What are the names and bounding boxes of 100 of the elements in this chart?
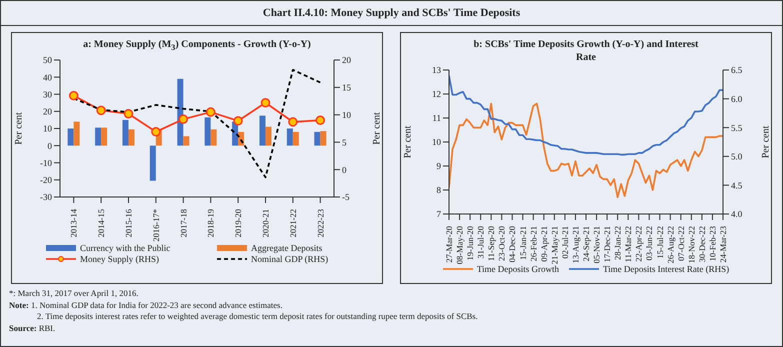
x-tick-label: 24-Mar-23 bbox=[718, 226, 728, 263]
y2-tick-label: 5.0 bbox=[731, 152, 743, 162]
x-tick-label: 07-Oct-22 bbox=[676, 226, 686, 261]
x-tick-label: 05-Nov-21 bbox=[592, 226, 602, 264]
point bbox=[206, 107, 216, 117]
x-tick-label: 10-Feb-23 bbox=[707, 226, 718, 262]
y-tick-label: 40 bbox=[43, 72, 52, 82]
x-tick-label: 2017-18 bbox=[178, 209, 188, 238]
line-series bbox=[449, 74, 723, 156]
x-tick-label: 18-Nov-22 bbox=[686, 226, 696, 264]
y2-tick-label: -5 bbox=[342, 192, 350, 202]
y-tick-label: 30 bbox=[43, 89, 52, 100]
point bbox=[151, 127, 161, 137]
point bbox=[260, 98, 270, 108]
point bbox=[316, 116, 326, 126]
y-tick-label: -20 bbox=[40, 175, 52, 186]
x-tick-label: 19-Jun-20 bbox=[465, 226, 476, 260]
y2-tick-label: 15 bbox=[342, 82, 352, 93]
legend-label: Aggregate Deposits bbox=[251, 243, 322, 253]
bar bbox=[68, 128, 74, 146]
line-series bbox=[449, 102, 723, 198]
bar bbox=[320, 131, 326, 146]
x-tick-label: 26-Aug-22 bbox=[665, 226, 676, 264]
x-tick-label: 2018-19 bbox=[206, 209, 216, 238]
y2-tick-label: 0 bbox=[342, 164, 347, 175]
bar bbox=[101, 128, 108, 146]
x-tick-label: 15-Jul-22 bbox=[654, 226, 665, 259]
y-tick-label: 0 bbox=[48, 140, 52, 151]
text: *: March 31, 2017 over April 1, 2016. bbox=[9, 288, 140, 300]
x-tick-label: 28-Jan-22 bbox=[612, 226, 623, 260]
bar bbox=[128, 129, 134, 146]
x-tick-label: 2014-15 bbox=[96, 209, 106, 238]
bar bbox=[122, 120, 128, 146]
y-tick-label: 10 bbox=[43, 124, 52, 134]
y2-tick-label: 4.0 bbox=[731, 209, 743, 220]
x-tick-label: 22-Apr-22 bbox=[634, 226, 644, 262]
y-tick-label: 9 bbox=[436, 161, 442, 172]
x-tick-label: 2013-14 bbox=[68, 208, 79, 238]
y-tick-label: 20 bbox=[43, 106, 52, 117]
y-tick-label: 13 bbox=[432, 65, 442, 76]
y-tick-label: -10 bbox=[40, 158, 52, 168]
x-tick-label: 11-Mar-22 bbox=[623, 226, 634, 262]
chart-title: a: Money Supply (M$_{3}$) Components - Growth (Y-o-Y) bbox=[82, 38, 312, 54]
legend-label: Nominal GDP (RHS) bbox=[251, 254, 328, 264]
x-tick-label: 09-Apr-21 bbox=[538, 226, 549, 262]
bar bbox=[95, 128, 102, 146]
y2-tick-label: 6.5 bbox=[731, 65, 743, 76]
x-tick-label: 2020-21 bbox=[260, 209, 270, 238]
y-tick-label: 50 bbox=[43, 55, 52, 66]
chart-title: b: SCBs' Time Deposits Growth (Y-o-Y) and Interest Rate bbox=[472, 38, 700, 64]
y-tick-label: 12 bbox=[432, 89, 441, 100]
x-tick-label: 17-Dec-21 bbox=[602, 226, 612, 262]
y2-axis-title: Per cent bbox=[760, 126, 772, 158]
x-tick-label: 03-Jun-22 bbox=[644, 226, 654, 260]
x-tick-label: 2016-17* bbox=[150, 209, 161, 242]
x-tick-label: 2021-22 bbox=[288, 209, 298, 238]
y2-axis-title: Per cent bbox=[372, 112, 383, 145]
bar bbox=[259, 116, 266, 146]
x-tick-label: 21-May-21 bbox=[549, 226, 560, 264]
y2-tick-label: 5 bbox=[342, 137, 347, 148]
bar bbox=[74, 122, 80, 146]
text: Chart II.4.10: Money Supply and SCBs' Time Deposits bbox=[1, 5, 782, 26]
x-tick-label: 15-Jan-21 bbox=[518, 226, 528, 260]
x-tick-label: 31-Jul-20 bbox=[476, 226, 486, 259]
x-tick-label: 2022-23 bbox=[315, 209, 326, 238]
x-tick-label: 13-Aug-21 bbox=[570, 226, 580, 264]
x-tick-label: 11-Sep-20 bbox=[486, 226, 496, 262]
legend-label: Time Deposits Interest Rate (RHS) bbox=[603, 264, 730, 274]
x-tick-label: 24-Sep-21 bbox=[581, 226, 591, 262]
y-axis-title: Per cent bbox=[402, 126, 414, 158]
bar bbox=[150, 146, 156, 181]
y2-tick-label: 5.5 bbox=[731, 122, 743, 133]
x-tick-label: 02-Jul-21 bbox=[560, 226, 570, 259]
point bbox=[124, 108, 134, 118]
text: Note: 1. Nominal GDP data for India for 2022-23 are second advance estimates. bbox=[9, 300, 284, 311]
x-tick-label: 23-Oct-20 bbox=[496, 226, 507, 261]
text: 2. Time deposits interest rates refer to weighted average domestic term deposit rates for outstanding rupee term deposits of SCBs. bbox=[36, 311, 479, 322]
legend-label: Time Deposits Growth bbox=[476, 264, 559, 274]
legend-label: Money Supply (RHS) bbox=[80, 254, 160, 264]
source-note: Source: RBI. bbox=[9, 322, 56, 334]
x-tick-label: 27-Mar-20 bbox=[444, 226, 454, 263]
y-tick-label: -30 bbox=[40, 192, 52, 202]
bar bbox=[183, 136, 190, 146]
x-tick-label: 30-Dec-22 bbox=[696, 226, 707, 262]
x-tick-label: 2019-20 bbox=[233, 209, 244, 238]
legend-label: Currency with the Public bbox=[80, 243, 170, 253]
point bbox=[96, 106, 106, 116]
x-tick-label: 08-May-20 bbox=[454, 226, 465, 264]
bar bbox=[265, 126, 272, 146]
y2-tick-label: 6.0 bbox=[731, 94, 743, 104]
x-tick-label: 04-Dec-20 bbox=[507, 226, 518, 262]
point bbox=[178, 114, 188, 124]
point bbox=[233, 116, 243, 126]
y-tick-label: 8 bbox=[436, 185, 442, 196]
point bbox=[288, 117, 298, 127]
bar bbox=[286, 128, 293, 146]
x-tick-label: 26-Feb-21 bbox=[528, 226, 538, 262]
y-tick-label: 10 bbox=[432, 137, 442, 148]
bar bbox=[204, 117, 211, 146]
y2-tick-label: 20 bbox=[342, 55, 352, 66]
